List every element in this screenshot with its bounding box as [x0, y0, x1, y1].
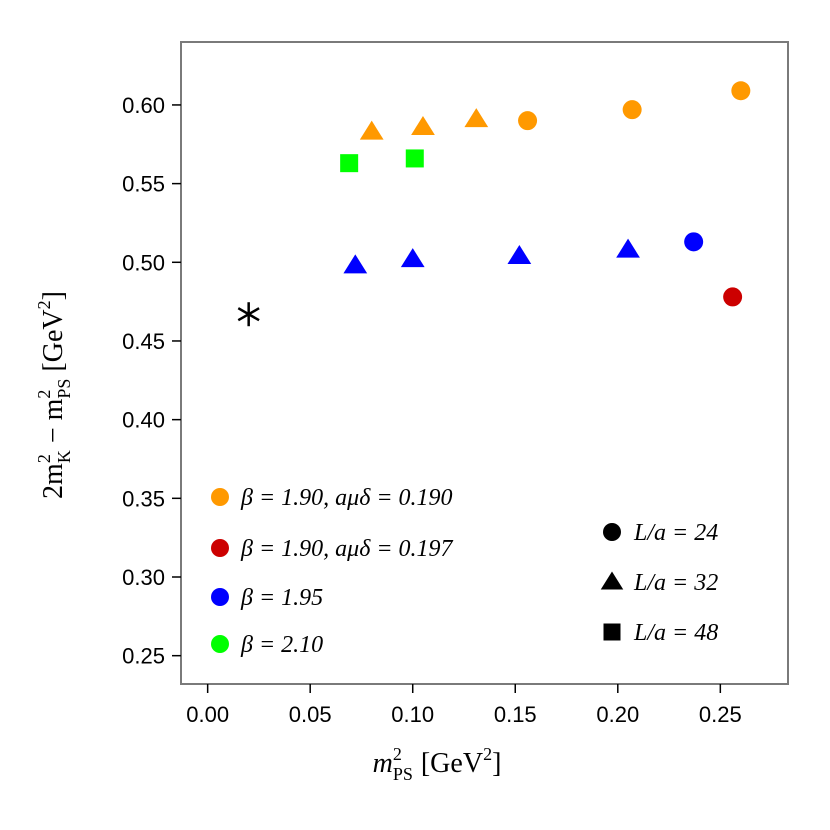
data-point-triangle: [616, 238, 640, 258]
y-tick-label: 0.60: [122, 93, 165, 118]
x-tick-label: 0.25: [699, 702, 742, 727]
legend-color-label: β = 1.90, aμδ = 0.190: [240, 485, 453, 511]
x-tick-label: 0.10: [391, 702, 434, 727]
legend-color-swatch: [211, 635, 229, 653]
marker-legend: L/a = 24 L/a = 32 L/a = 48: [600, 520, 718, 646]
series-1-90-a-0-190: [359, 81, 751, 140]
y-tick-label: 0.45: [122, 329, 165, 354]
legend-color-swatch: [211, 539, 229, 557]
x-axis-label: m2 PS [GeV2]: [373, 744, 502, 784]
legend-color-label: β = 1.95: [240, 585, 323, 611]
legend-marker-label: L/a = 32: [633, 570, 718, 596]
y-tick-label: 0.55: [122, 172, 165, 197]
axes: 0.00 0.05 0.10 0.15 0.20 0.25 0.25 0.30 0.35 0.40…: [122, 93, 742, 727]
plot-frame: [180, 41, 789, 685]
y-tick-label: 0.50: [122, 250, 165, 275]
y-tick-label: 0.25: [122, 644, 165, 669]
series-2-10: [340, 149, 424, 173]
y-tick-label: 0.35: [122, 486, 165, 511]
series-1-90-a-0-197: [723, 287, 743, 307]
legend-color-label: β = 1.90, aμδ = 0.197: [240, 536, 454, 562]
legend-color-swatch: [211, 488, 229, 506]
data-point-triangle: [359, 120, 384, 140]
legend-marker-label: L/a = 48: [633, 620, 718, 646]
legend-marker-triangle: [600, 571, 624, 590]
data-point-asterisk: [237, 302, 260, 327]
x-tick-label: 0.15: [494, 702, 537, 727]
data-point-circle: [731, 81, 751, 101]
series-physical-point: [237, 302, 260, 327]
data-point-circle: [684, 232, 704, 252]
data-marks: [237, 81, 751, 327]
data-point-triangle: [343, 254, 368, 274]
data-point-triangle: [507, 244, 532, 264]
data-point-square: [405, 149, 424, 168]
legend-marker-square: [603, 623, 621, 641]
legends: β = 1.90, aμδ = 0.190 β = 1.90, aμδ = 0.1…: [211, 485, 718, 658]
y-tick-label: 0.40: [122, 408, 165, 433]
data-point-triangle: [464, 108, 489, 128]
legend-marker-label: L/a = 24: [633, 520, 718, 546]
y-axis-label: 2m2K − m2PS [GeV2]: [34, 291, 74, 499]
data-point-square: [340, 154, 359, 173]
data-point-triangle: [411, 115, 435, 135]
legend-color-label: β = 2.10: [240, 632, 323, 658]
data-point-circle: [622, 100, 642, 120]
legend-marker-circle: [603, 523, 621, 541]
data-point-circle: [723, 287, 743, 307]
x-tick-label: 0.20: [596, 702, 639, 727]
legend-color-swatch: [211, 588, 229, 606]
y-tick-label: 0.30: [122, 565, 165, 590]
series-1-95: [343, 232, 704, 274]
color-legend: β = 1.90, aμδ = 0.190 β = 1.90, aμδ = 0.1…: [211, 485, 454, 658]
data-point-circle: [518, 111, 538, 131]
x-tick-label: 0.00: [186, 702, 229, 727]
data-point-triangle: [400, 248, 425, 268]
x-tick-label: 0.05: [289, 702, 332, 727]
